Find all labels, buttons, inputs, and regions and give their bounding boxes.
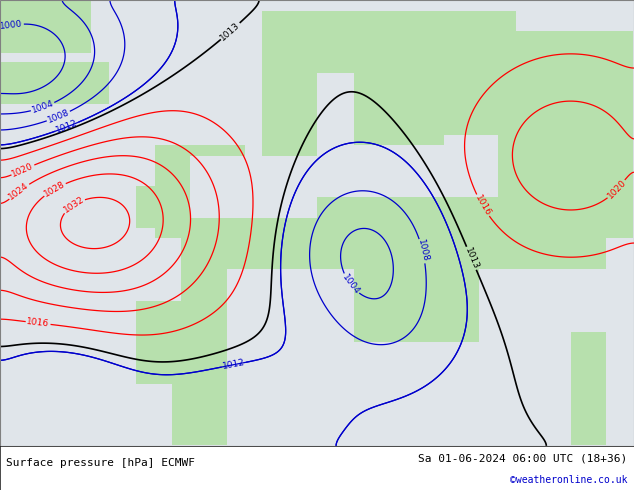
Text: 1028: 1028 (42, 179, 67, 199)
Text: Surface pressure [hPa] ECMWF: Surface pressure [hPa] ECMWF (6, 458, 195, 468)
Text: 1004: 1004 (30, 99, 55, 115)
Text: 1013: 1013 (219, 20, 242, 42)
Text: 1016: 1016 (26, 317, 50, 329)
Text: 1008: 1008 (415, 239, 430, 263)
Text: 1024: 1024 (7, 181, 31, 202)
Text: 1012: 1012 (222, 358, 246, 371)
Text: 1020: 1020 (605, 178, 628, 201)
Text: 1013: 1013 (463, 246, 480, 270)
Text: 1032: 1032 (61, 195, 86, 215)
Text: Sa 01-06-2024 06:00 UTC (18+36): Sa 01-06-2024 06:00 UTC (18+36) (418, 453, 628, 463)
Text: 1012: 1012 (55, 119, 79, 135)
Text: ©weatheronline.co.uk: ©weatheronline.co.uk (510, 475, 628, 485)
Bar (0, 0, 634, 446)
Text: 1004: 1004 (340, 272, 361, 296)
Text: 1008: 1008 (46, 108, 71, 125)
Text: 1000: 1000 (0, 20, 23, 31)
Text: 1020: 1020 (11, 161, 35, 178)
Text: 1016: 1016 (473, 194, 492, 218)
